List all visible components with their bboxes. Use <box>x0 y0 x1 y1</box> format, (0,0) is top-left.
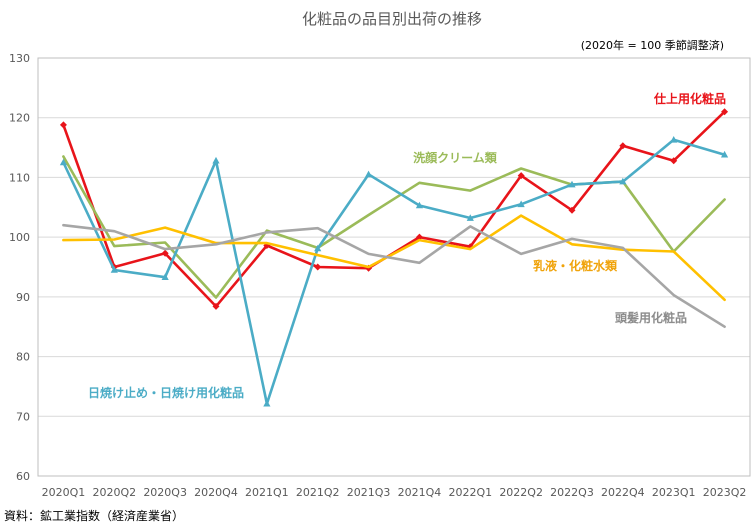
x-tick-label: 2022Q1 <box>448 486 492 499</box>
data-point <box>212 302 220 310</box>
data-point <box>314 244 322 252</box>
chart-subtitle: (2020年 = 100 季節調整済) <box>581 38 724 52</box>
y-tick-label: 120 <box>9 112 30 125</box>
y-tick-label: 130 <box>9 52 30 65</box>
y-axis: 60 70 80 90 100 110 120 130 <box>9 52 30 483</box>
y-tick-label: 110 <box>9 171 30 184</box>
data-point <box>59 158 68 166</box>
label-nyueki: 乳液・化粧水類 <box>533 258 618 273</box>
data-point <box>721 108 729 116</box>
x-tick-label: 2022Q2 <box>499 486 543 499</box>
data-point <box>212 156 220 164</box>
label-touhatsu: 頭髪用化粧品 <box>615 310 687 325</box>
data-point <box>161 273 169 280</box>
data-point <box>619 142 627 150</box>
y-tick-label: 90 <box>16 291 30 304</box>
data-point <box>670 136 678 143</box>
source-note: 資料：鉱工業指数（経済産業省） <box>4 508 184 523</box>
series-line-4 <box>62 223 726 329</box>
data-point <box>110 266 118 273</box>
data-point <box>161 249 169 257</box>
label-hiyakedome: 日焼け止め・日焼け用化粧品 <box>88 385 244 400</box>
data-point <box>415 233 423 241</box>
data-point <box>568 206 576 214</box>
series-line-3 <box>62 214 726 302</box>
x-tick-label: 2020Q1 <box>42 486 86 499</box>
x-tick-label: 2021Q3 <box>347 486 391 499</box>
label-shiage: 仕上用化粧品 <box>653 91 726 106</box>
x-tick-label: 2020Q4 <box>194 486 238 499</box>
data-point <box>619 177 627 185</box>
x-tick-label: 2022Q3 <box>550 486 594 499</box>
plot-area <box>37 57 751 477</box>
x-axis: 2020Q1 2020Q2 2020Q3 2020Q4 2021Q1 2021Q2 2021… <box>42 486 747 499</box>
series-line-2 <box>62 138 726 406</box>
data-point <box>568 180 576 188</box>
x-tick-label: 2023Q2 <box>703 486 747 499</box>
gridlines <box>38 117 750 417</box>
x-tick-label: 2023Q1 <box>652 486 696 499</box>
x-tick-label: 2021Q4 <box>398 486 442 499</box>
y-tick-label: 70 <box>16 410 30 423</box>
x-tick-label: 2021Q1 <box>245 486 289 499</box>
data-point <box>314 263 322 271</box>
chart-title: 化粧品の品目別出荷の推移 <box>302 10 482 28</box>
data-point <box>670 157 678 165</box>
y-tick-label: 100 <box>9 231 30 244</box>
y-tick-label: 60 <box>16 470 30 483</box>
data-point <box>466 214 474 221</box>
x-tick-label: 2020Q3 <box>143 486 187 499</box>
data-point <box>263 399 271 407</box>
data-point <box>415 201 424 209</box>
data-point <box>720 150 729 158</box>
data-point <box>364 170 373 178</box>
data-point <box>517 200 525 208</box>
y-tick-label: 80 <box>16 351 30 364</box>
data-point <box>517 172 525 180</box>
series-layer <box>59 108 729 407</box>
x-tick-label: 2020Q2 <box>92 486 136 499</box>
data-point <box>59 121 67 129</box>
x-tick-label: 2022Q4 <box>601 486 645 499</box>
x-tick-label: 2021Q2 <box>296 486 340 499</box>
label-senganm: 洗顔クリーム類 <box>413 150 498 165</box>
